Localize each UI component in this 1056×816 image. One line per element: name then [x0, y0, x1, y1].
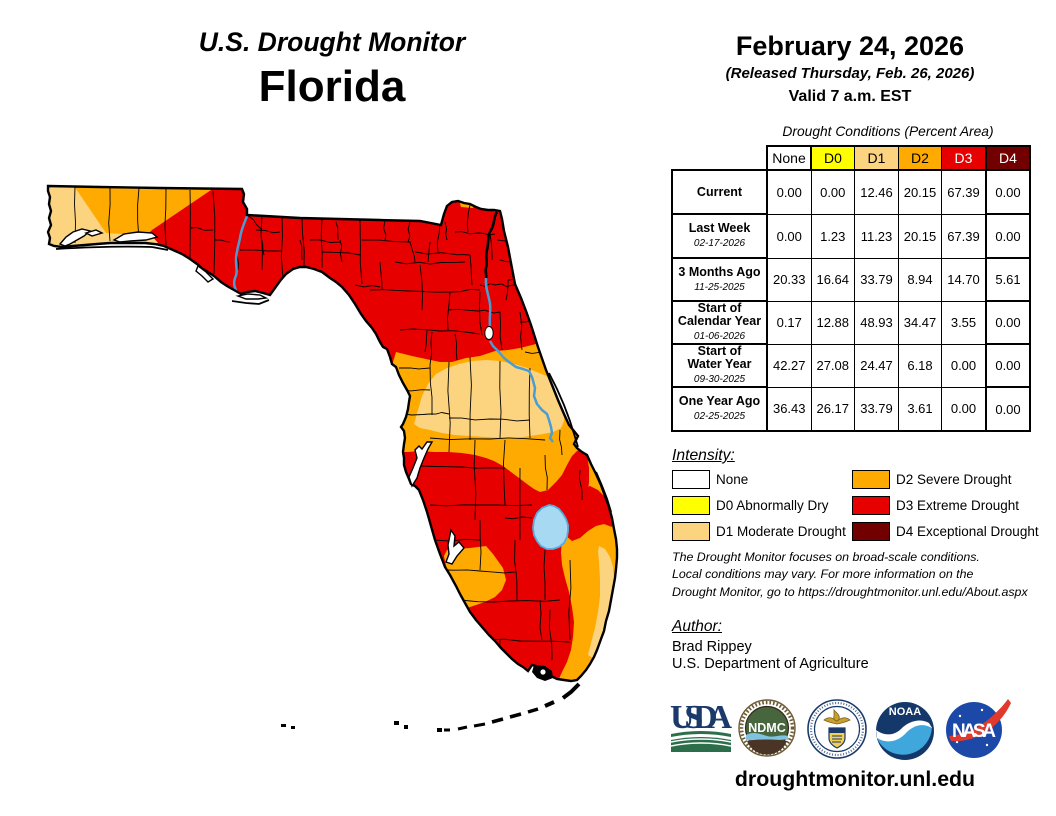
- svg-text:NASA: NASA: [952, 721, 996, 742]
- svg-text:NOAA: NOAA: [889, 706, 921, 718]
- svg-text:USDA: USDA: [670, 699, 732, 736]
- svg-text:NDMC: NDMC: [748, 721, 786, 735]
